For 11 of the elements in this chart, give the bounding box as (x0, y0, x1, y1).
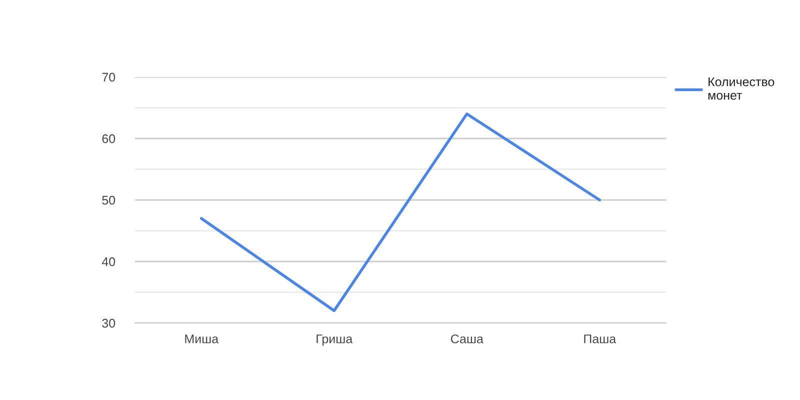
y-tick-label: 60 (102, 134, 116, 144)
x-tick-label: Гриша (316, 334, 353, 346)
y-tick-label: 40 (102, 257, 116, 266)
x-tick-label: Миша (185, 334, 219, 344)
y-tick-label: 70 (102, 72, 116, 82)
y-tick-label: 50 (102, 196, 116, 205)
x-tick-label: Саша (450, 334, 484, 344)
y-tick-label: 30 (102, 318, 116, 328)
line-series (200, 112, 602, 312)
legend-label: Количество монет (708, 78, 774, 100)
x-tick-label: Паша (584, 334, 616, 344)
